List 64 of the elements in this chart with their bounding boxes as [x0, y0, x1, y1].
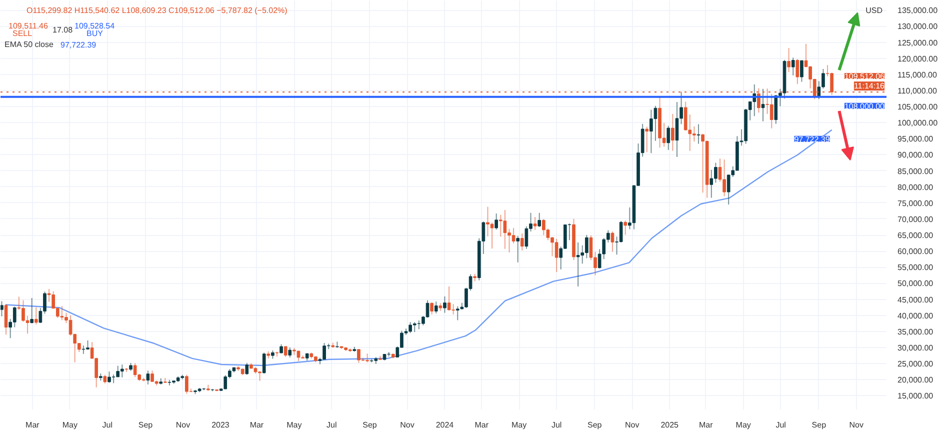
y-tick-label: 35,000.00: [898, 327, 934, 336]
y-tick-label: 20,000.00: [898, 376, 934, 385]
annotation: O115,299.82 H115,540.62 L108,609.23 C109,512.06 −5,787.82 (−5.02%): [26, 6, 288, 15]
x-tick-label: Mar: [26, 420, 40, 430]
x-tick-label: Nov: [849, 420, 864, 430]
y-tick-label: 80,000.00: [898, 182, 934, 192]
annotation: EMA 50 close: [4, 40, 54, 49]
y-tick-label: 25,000.00: [898, 360, 934, 369]
candlestick: [224, 374, 228, 390]
y-tick-label: 105,000.00: [898, 102, 938, 112]
y-tick-label: 15,000.00: [898, 392, 934, 401]
line-series: [4, 129, 832, 366]
y-tick-label: 95,000.00: [898, 134, 934, 144]
ref-line-label: 108,000.00: [844, 102, 886, 111]
y-tick-label: 120,000.00: [898, 54, 938, 64]
y-tick-label: 90,000.00: [898, 150, 934, 160]
x-tick-label: Sep: [588, 420, 602, 430]
y-tick-label: 135,000.00: [898, 6, 938, 16]
x-tick-label: Mar: [698, 420, 714, 430]
annotation: 11:14:16: [854, 82, 886, 91]
x-tick-label: Sep: [138, 420, 154, 430]
x-tick-label: Sep: [362, 420, 378, 430]
annotation: BUY: [86, 29, 104, 38]
y-tick-label: 30,000.00: [898, 343, 934, 352]
y-tick-label: 85,000.00: [898, 166, 934, 176]
x-tick-label: 2024: [436, 420, 454, 430]
y-tick-label: 55,000.00: [898, 263, 934, 272]
annotation: 17.08: [52, 26, 74, 34]
x-tick-label: May: [286, 420, 302, 430]
x-tick-label: Mar: [250, 420, 264, 430]
x-tick-label: Nov: [176, 420, 190, 430]
y-tick-label: 60,000.00: [898, 247, 934, 256]
annotation: USD: [866, 6, 883, 15]
x-tick-label: Jul: [776, 420, 786, 430]
y-tick-label: 125,000.00: [898, 38, 938, 48]
x-tick-label: Jul: [326, 420, 338, 430]
annotation: SELL: [12, 29, 33, 38]
x-tick-label: May: [736, 420, 751, 430]
x-tick-label: 2023: [212, 420, 230, 430]
annotation: 97,722.39: [794, 134, 830, 144]
ref-line-label: 109,512.06: [844, 72, 886, 82]
x-tick-label: Jul: [551, 420, 562, 430]
annotation: 109,528.54: [74, 22, 116, 30]
x-tick-label: Nov: [625, 420, 640, 430]
y-tick-label: 70,000.00: [898, 214, 934, 224]
y-tick-label: 100,000.00: [898, 118, 938, 128]
x-tick-label: Mar: [474, 420, 489, 430]
x-tick-label: May: [512, 420, 527, 430]
x-tick-label: Nov: [400, 420, 414, 430]
y-tick-label: 40,000.00: [898, 311, 934, 320]
x-tick-label: Sep: [812, 420, 827, 430]
x-tick-label: May: [62, 420, 78, 430]
y-tick-label: 65,000.00: [898, 231, 934, 240]
y-tick-label: 50,000.00: [898, 279, 934, 288]
annotation: 97,722.39: [60, 40, 97, 50]
x-tick-label: 2025: [660, 420, 680, 430]
y-tick-label: 115,000.00: [898, 70, 938, 80]
y-tick-label: 130,000.00: [898, 22, 938, 32]
y-tick-label: 110,000.00: [898, 86, 938, 96]
y-tick-label: 45,000.00: [898, 295, 934, 304]
y-tick-label: 75,000.00: [898, 198, 934, 208]
annotation: 109,511.46: [8, 22, 48, 30]
candlestick: [336, 341, 339, 348]
x-tick-label: Jul: [102, 420, 113, 430]
